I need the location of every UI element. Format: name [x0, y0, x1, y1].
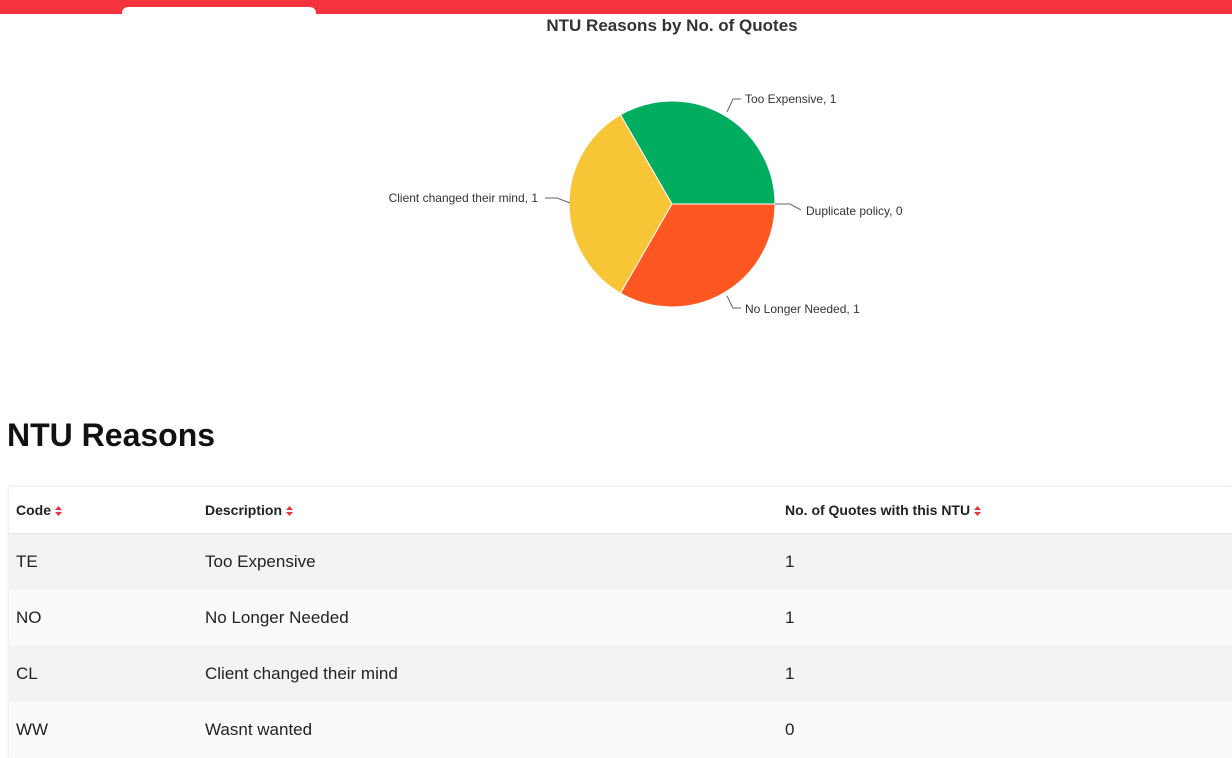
pie-data-label: Duplicate policy, 0	[806, 204, 903, 218]
ntu-table-container: Code Description No. of Quotes with this…	[9, 487, 1232, 758]
sort-up-down-icon[interactable]	[974, 506, 982, 517]
chart-title: NTU Reasons by No. of Quotes	[546, 16, 798, 35]
table-row[interactable]: TE Too Expensive 1	[9, 533, 1232, 590]
pie-leader-lines	[545, 98, 802, 309]
column-header-label: No. of Quotes with this NTU	[785, 502, 971, 518]
ntu-table: Code Description No. of Quotes with this…	[9, 487, 1232, 758]
pie-leader-line	[545, 197, 571, 204]
table-row[interactable]: NO No Longer Needed 1	[9, 590, 1232, 646]
pie-slice-too-expensive[interactable]	[619, 100, 776, 205]
pie-chart: Too Expensive, 1 Duplicate policy, 0 No Lo…	[389, 92, 903, 316]
pie-data-label: Client changed their mind, 1	[389, 191, 539, 205]
table-row[interactable]: CL Client changed their mind 1	[9, 646, 1232, 702]
cell-quote-count: 1	[785, 590, 1232, 646]
column-header-label: Code	[16, 502, 51, 518]
pie-slice-no-longer-needed[interactable]	[619, 203, 776, 308]
pie-leader-line	[726, 295, 741, 309]
column-header-label: Description	[205, 502, 283, 518]
cell-description: Wasnt wanted	[205, 702, 785, 758]
pie-data-label: No Longer Needed, 1	[745, 302, 860, 316]
pie-leader-line	[726, 98, 741, 113]
column-header-description[interactable]: Description	[205, 487, 785, 534]
table-header-row: Code Description No. of Quotes with this…	[9, 487, 1232, 534]
pie-data-label: Too Expensive, 1	[745, 92, 837, 106]
cell-code: NO	[9, 590, 205, 646]
cell-description: Too Expensive	[205, 533, 785, 590]
cell-quote-count: 1	[785, 646, 1232, 702]
column-header-quote-count[interactable]: No. of Quotes with this NTU	[785, 487, 1232, 534]
cell-code: CL	[9, 646, 205, 702]
active-nav-tab[interactable]	[122, 7, 316, 15]
pie-leader-line	[775, 203, 802, 211]
column-header-code[interactable]: Code	[9, 487, 205, 534]
cell-code: TE	[9, 533, 205, 590]
top-nav-bar	[0, 0, 1232, 15]
table-row[interactable]: WW Wasnt wanted 0	[9, 702, 1232, 758]
cell-description: No Longer Needed	[205, 590, 785, 646]
cell-code: WW	[9, 702, 205, 758]
sort-up-down-icon[interactable]	[55, 506, 62, 517]
sort-up-down-icon[interactable]	[286, 506, 294, 517]
pie-labels: Too Expensive, 1 Duplicate policy, 0 No Lo…	[389, 92, 903, 316]
cell-description: Client changed their mind	[205, 646, 785, 702]
cell-quote-count: 1	[785, 533, 1232, 590]
pie-slices	[568, 100, 776, 308]
section-title: NTU Reasons	[7, 417, 216, 453]
cell-quote-count: 0	[785, 702, 1232, 758]
